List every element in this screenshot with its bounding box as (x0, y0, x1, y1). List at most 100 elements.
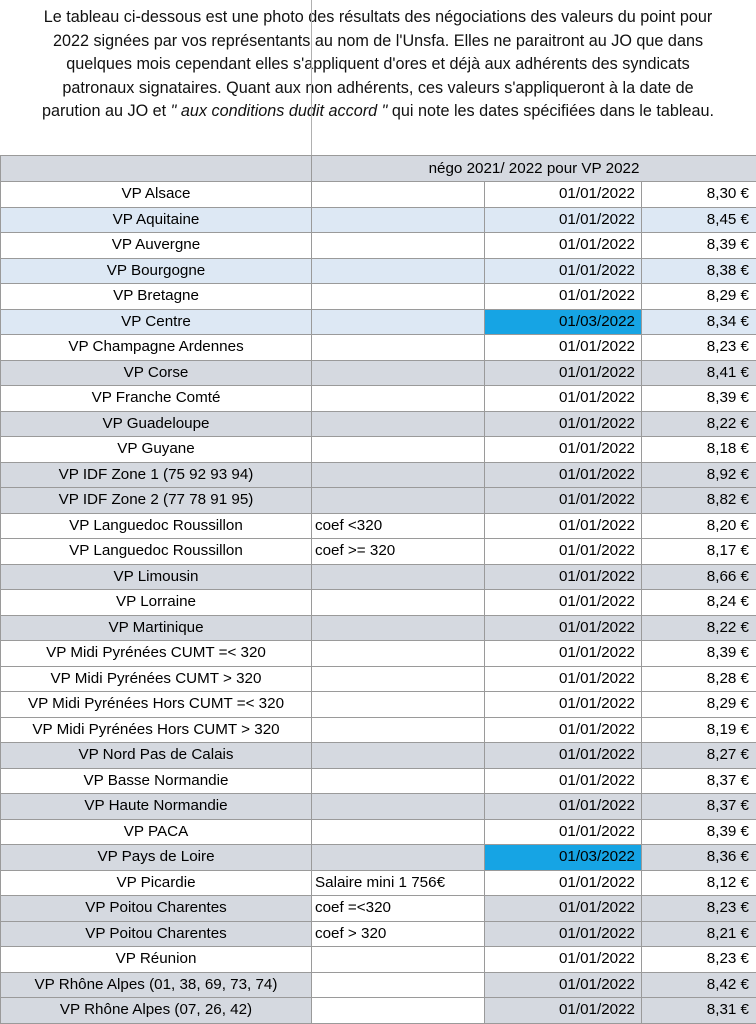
date-cell: 01/01/2022 (484, 589, 642, 616)
table-row: VP Martinique 01/01/2022 8,22 € (0, 614, 756, 641)
note-cell (311, 691, 485, 718)
date-cell: 01/01/2022 (484, 181, 642, 208)
region-cell: VP Auvergne (0, 232, 312, 259)
region-cell: VP Réunion (0, 946, 312, 973)
region-cell: VP Nord Pas de Calais (0, 742, 312, 769)
region-cell: VP Rhône Alpes (07, 26, 42) (0, 997, 312, 1024)
note-cell (311, 436, 485, 463)
table-row: VP Lorraine 01/01/2022 8,24 € (0, 589, 756, 616)
note-cell (311, 716, 485, 743)
date-cell: 01/01/2022 (484, 716, 642, 743)
region-cell: VP Martinique (0, 614, 312, 641)
value-cell: 8,37 € (640, 793, 756, 820)
date-cell: 01/01/2022 (484, 512, 642, 539)
table-row: VP PACA 01/01/2022 8,39 € (0, 818, 756, 845)
region-cell: VP Corse (0, 359, 312, 386)
region-cell: VP PACA (0, 818, 312, 845)
note-cell (311, 997, 485, 1024)
value-cell: 8,20 € (640, 512, 756, 539)
note-cell (311, 665, 485, 692)
value-cell: 8,36 € (640, 844, 756, 871)
region-cell: VP Midi Pyrénées Hors CUMT > 320 (0, 716, 312, 743)
value-cell: 8,23 € (640, 334, 756, 361)
table-row: VP Nord Pas de Calais 01/01/2022 8,27 € (0, 742, 756, 769)
value-cell: 8,12 € (640, 869, 756, 896)
table-row: VP Pays de Loire 01/03/2022 8,36 € (0, 844, 756, 871)
region-cell: VP Languedoc Roussillon (0, 512, 312, 539)
note-cell (311, 257, 485, 284)
region-cell: VP Basse Normandie (0, 767, 312, 794)
note-cell: Salaire mini 1 756€ (311, 869, 485, 896)
intro-line-5a: parution au JO et (41, 102, 171, 120)
region-cell: VP Guadeloupe (0, 410, 312, 437)
region-cell: VP Franche Comté (0, 385, 312, 412)
date-cell: 01/01/2022 (484, 257, 642, 284)
note-cell (311, 461, 485, 488)
note-cell (311, 844, 485, 871)
table-row: VP Midi Pyrénées CUMT > 320 01/01/2022 8,2… (0, 665, 756, 692)
value-cell: 8,66 € (640, 563, 756, 590)
table-row: VP Midi Pyrénées Hors CUMT > 320 01/01/20… (0, 716, 756, 743)
note-cell (311, 640, 485, 667)
region-cell: VP Picardie (0, 869, 312, 896)
table-row: VP Réunion 01/01/2022 8,23 € (0, 946, 756, 973)
value-cell: 8,24 € (640, 589, 756, 616)
date-cell: 01/01/2022 (484, 538, 642, 565)
note-cell (311, 385, 485, 412)
note-cell (311, 487, 485, 514)
table-row: VP Haute Normandie 01/01/2022 8,37 € (0, 793, 756, 820)
value-cell: 8,37 € (640, 767, 756, 794)
note-cell (311, 589, 485, 616)
date-cell: 01/01/2022 (484, 283, 642, 310)
table-row: VP Bretagne 01/01/2022 8,29 € (0, 283, 756, 310)
value-cell: 8,19 € (640, 716, 756, 743)
note-cell (311, 232, 485, 259)
region-cell: VP Poitou Charentes (0, 920, 312, 947)
table-row: VP IDF Zone 1 (75 92 93 94) 01/01/2022 8,9… (0, 461, 756, 488)
note-cell (311, 767, 485, 794)
date-cell: 01/01/2022 (484, 640, 642, 667)
region-cell: VP Midi Pyrénées CUMT =< 320 (0, 640, 312, 667)
value-cell: 8,34 € (640, 308, 756, 335)
table-row: VP Aquitaine 01/01/2022 8,45 € (0, 206, 756, 233)
date-cell: 01/01/2022 (484, 895, 642, 922)
note-cell (311, 334, 485, 361)
intro-quote: " aux conditions dudit accord " (170, 102, 388, 120)
value-cell: 8,39 € (640, 818, 756, 845)
value-cell: 8,38 € (640, 257, 756, 284)
date-cell: 01/01/2022 (484, 742, 642, 769)
date-cell: 01/01/2022 (484, 385, 642, 412)
table-row: VP Rhône Alpes (07, 26, 42) 01/01/2022 8,3… (0, 997, 756, 1024)
intro-line-3: quelques mois cependant elles s'applique… (66, 55, 690, 73)
intro-line-4: patronaux signataires. Quant aux non adh… (62, 78, 694, 97)
table-row: VP Corse 01/01/2022 8,41 € (0, 359, 756, 386)
intro-line-2: 2022 signées par vos représentants au no… (52, 31, 704, 50)
table-row: VP Centre 01/03/2022 8,34 € (0, 308, 756, 335)
table-row: VP Languedoc Roussillon coef <320 01/01/20… (0, 512, 756, 539)
value-cell: 8,41 € (640, 359, 756, 386)
note-cell (311, 742, 485, 769)
region-cell: VP Lorraine (0, 589, 312, 616)
table-row: VP IDF Zone 2 (77 78 91 95) 01/01/2022 8,8… (0, 487, 756, 514)
note-cell (311, 410, 485, 437)
region-cell: VP Aquitaine (0, 206, 312, 233)
value-cell: 8,29 € (640, 691, 756, 718)
date-cell: 01/01/2022 (484, 487, 642, 514)
table-row: VP Poitou Charentes coef =<320 01/01/2022 8… (0, 895, 756, 922)
table-row: VP Poitou Charentes coef > 320 01/01/2022 8… (0, 920, 756, 947)
date-cell: 01/01/2022 (484, 410, 642, 437)
note-cell (311, 563, 485, 590)
value-cell: 8,18 € (640, 436, 756, 463)
table-row: VP Bourgogne 01/01/2022 8,38 € (0, 257, 756, 284)
region-cell: VP IDF Zone 1 (75 92 93 94) (0, 461, 312, 488)
table-row: VP Guyane 01/01/2022 8,18 € (0, 436, 756, 463)
value-cell: 8,23 € (640, 946, 756, 973)
value-cell: 8,22 € (640, 410, 756, 437)
point-values-table: négo 2021/ 2022 pour VP 2022 VP Alsace 01… (0, 155, 756, 1024)
date-cell: 01/01/2022 (484, 436, 642, 463)
region-cell: VP Pays de Loire (0, 844, 312, 871)
value-cell: 8,27 € (640, 742, 756, 769)
date-cell: 01/01/2022 (484, 946, 642, 973)
region-cell: VP Midi Pyrénées CUMT > 320 (0, 665, 312, 692)
region-cell: VP Haute Normandie (0, 793, 312, 820)
